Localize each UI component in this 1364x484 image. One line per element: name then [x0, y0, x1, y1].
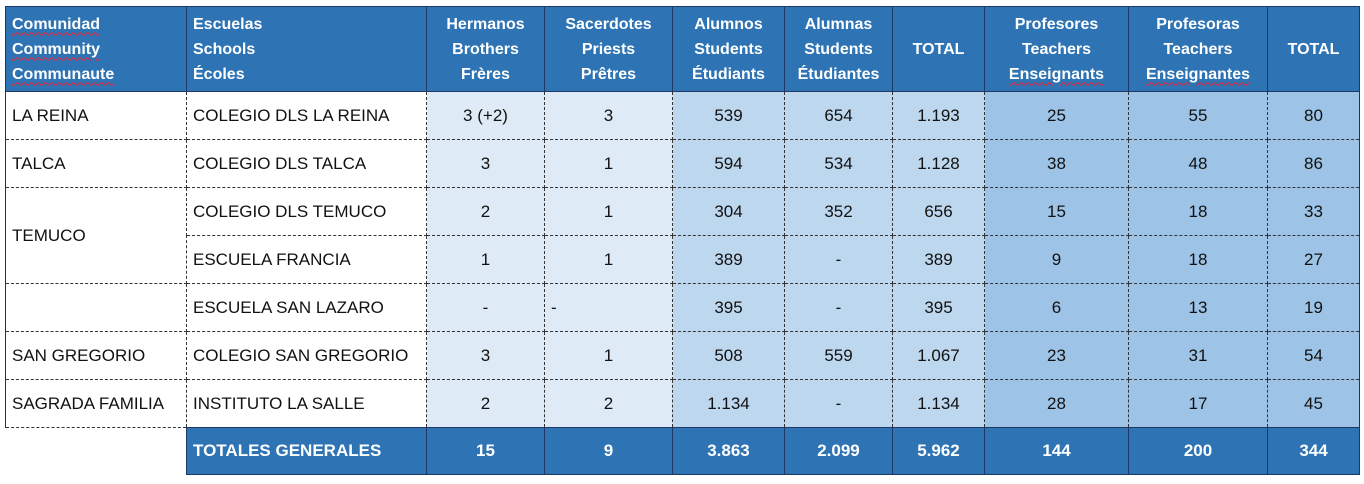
cell-total: 1.134 [892, 379, 985, 428]
totals-sacerdotes: 9 [544, 427, 673, 475]
header-profesoras: Profesoras Teachers Enseignantes [1128, 6, 1268, 92]
header-alumnos: Alumnos Students Étudiants [672, 6, 785, 92]
cell-hermanos: 1 [426, 235, 545, 284]
cell-sacerdotes: 2 [544, 379, 673, 428]
cell-profesores: 23 [984, 331, 1129, 380]
cell-profesores: 25 [984, 91, 1129, 140]
cell-profesores: 6 [984, 283, 1129, 332]
header-profesores: Profesores Teachers Enseignants [984, 6, 1129, 92]
cell-alumnos: 508 [672, 331, 785, 380]
cell-alumnas: - [784, 235, 893, 284]
cell-profesores: 9 [984, 235, 1129, 284]
totals-profesoras: 200 [1128, 427, 1268, 475]
cell-total: 1.067 [892, 331, 985, 380]
table-row: ESCUELA SAN LAZARO - - 395 - 395 6 13 19 [5, 283, 1360, 332]
totals-row: TOTALES GENERALES 15 9 3.863 2.099 5.962… [5, 427, 1360, 475]
table-row: SAGRADA FAMILIA INSTITUTO LA SALLE 2 2 1… [5, 379, 1360, 428]
cell-alumnas: 654 [784, 91, 893, 140]
cell-sacerdotes: 1 [544, 235, 673, 284]
cell-profesoras: 17 [1128, 379, 1268, 428]
cell-total: 395 [892, 283, 985, 332]
cell-total-teachers: 45 [1267, 379, 1360, 428]
totals-total: 5.962 [892, 427, 985, 475]
cell-hermanos: - [426, 283, 545, 332]
cell-comunidad: LA REINA [5, 91, 187, 140]
cell-alumnos: 389 [672, 235, 785, 284]
totals-alumnos: 3.863 [672, 427, 785, 475]
cell-alumnas: - [784, 379, 893, 428]
totals-profesores: 144 [984, 427, 1129, 475]
cell-alumnos: 539 [672, 91, 785, 140]
cell-total-teachers: 19 [1267, 283, 1360, 332]
table-row: TALCA COLEGIO DLS TALCA 3 1 594 534 1.12… [5, 139, 1360, 188]
cell-total: 656 [892, 187, 985, 236]
cell-profesoras: 18 [1128, 235, 1268, 284]
cell-alumnas: 534 [784, 139, 893, 188]
cell-total: 389 [892, 235, 985, 284]
cell-alumnas: - [784, 283, 893, 332]
cell-profesores: 28 [984, 379, 1129, 428]
cell-total: 1.128 [892, 139, 985, 188]
cell-hermanos: 3 [426, 331, 545, 380]
cell-alumnas: 352 [784, 187, 893, 236]
cell-total-teachers: 27 [1267, 235, 1360, 284]
cell-profesores: 15 [984, 187, 1129, 236]
cell-comunidad: SAN GREGORIO [5, 331, 187, 380]
table-row: ESCUELA FRANCIA 1 1 389 - 389 9 18 27 [6, 235, 1360, 284]
cell-profesoras: 18 [1128, 187, 1268, 236]
header-total-students: TOTAL [892, 6, 985, 92]
cell-escuela: ESCUELA SAN LAZARO [186, 283, 427, 332]
cell-total-teachers: 80 [1267, 91, 1360, 140]
cell-sacerdotes: 1 [544, 187, 673, 236]
cell-sacerdotes: 1 [544, 139, 673, 188]
cell-alumnos: 304 [672, 187, 785, 236]
cell-profesoras: 55 [1128, 91, 1268, 140]
header-comunidad: Comunidad Community Communaute [5, 6, 187, 92]
cell-alumnos: 594 [672, 139, 785, 188]
cell-profesoras: 13 [1128, 283, 1268, 332]
cell-escuela: COLEGIO SAN GREGORIO [186, 331, 427, 380]
cell-sacerdotes: 1 [544, 331, 673, 380]
cell-comunidad [5, 283, 187, 332]
cell-hermanos: 2 [426, 187, 545, 236]
cell-alumnos: 1.134 [672, 379, 785, 428]
cell-total-teachers: 33 [1267, 187, 1360, 236]
header-row: Comunidad Community Communaute Escuelas Sch… [5, 6, 1360, 92]
cell-comunidad: SAGRADA FAMILIA [5, 379, 187, 428]
cell-escuela: INSTITUTO LA SALLE [186, 379, 427, 428]
table-row: SAN GREGORIO COLEGIO SAN GREGORIO 3 1 50… [5, 331, 1360, 380]
cell-hermanos: 3 [426, 139, 545, 188]
cell-sacerdotes: - [544, 283, 673, 332]
cell-escuela: COLEGIO DLS TEMUCO [186, 187, 427, 236]
cell-comunidad: TALCA [5, 139, 187, 188]
cell-sacerdotes: 3 [544, 91, 673, 140]
cell-hermanos: 2 [426, 379, 545, 428]
cell-alumnos: 395 [672, 283, 785, 332]
header-alumnas: Alumnas Students Étudiantes [784, 6, 893, 92]
cell-total-teachers: 54 [1267, 331, 1360, 380]
cell-escuela: COLEGIO DLS TALCA [186, 139, 427, 188]
cell-total: 1.193 [892, 91, 985, 140]
totals-label: TOTALES GENERALES [186, 427, 427, 475]
cell-alumnas: 559 [784, 331, 893, 380]
cell-profesoras: 48 [1128, 139, 1268, 188]
cell-profesores: 38 [984, 139, 1129, 188]
totals-hermanos: 15 [426, 427, 545, 475]
table-row: TEMUCO COLEGIO DLS TEMUCO 2 1 304 352 65… [5, 187, 1360, 284]
totals-spacer [5, 427, 187, 475]
header-hermanos: Hermanos Brothers Frères [426, 6, 545, 92]
enrollment-table: Comunidad Community Communaute Escuelas Sch… [5, 6, 1360, 475]
cell-comunidad: TEMUCO [5, 187, 187, 284]
header-sacerdotes: Sacerdotes Priests Prêtres [544, 6, 673, 92]
totals-total-teachers: 344 [1267, 427, 1360, 475]
cell-hermanos: 3 (+2) [426, 91, 545, 140]
cell-escuela: COLEGIO DLS LA REINA [186, 91, 427, 140]
cell-escuela: ESCUELA FRANCIA [186, 235, 427, 284]
cell-profesoras: 31 [1128, 331, 1268, 380]
header-escuelas: Escuelas Schools Écoles [186, 6, 427, 92]
header-total-teachers: TOTAL [1267, 6, 1360, 92]
totals-alumnas: 2.099 [784, 427, 893, 475]
table-row: LA REINA COLEGIO DLS LA REINA 3 (+2) 3 5… [5, 91, 1360, 140]
cell-total-teachers: 86 [1267, 139, 1360, 188]
